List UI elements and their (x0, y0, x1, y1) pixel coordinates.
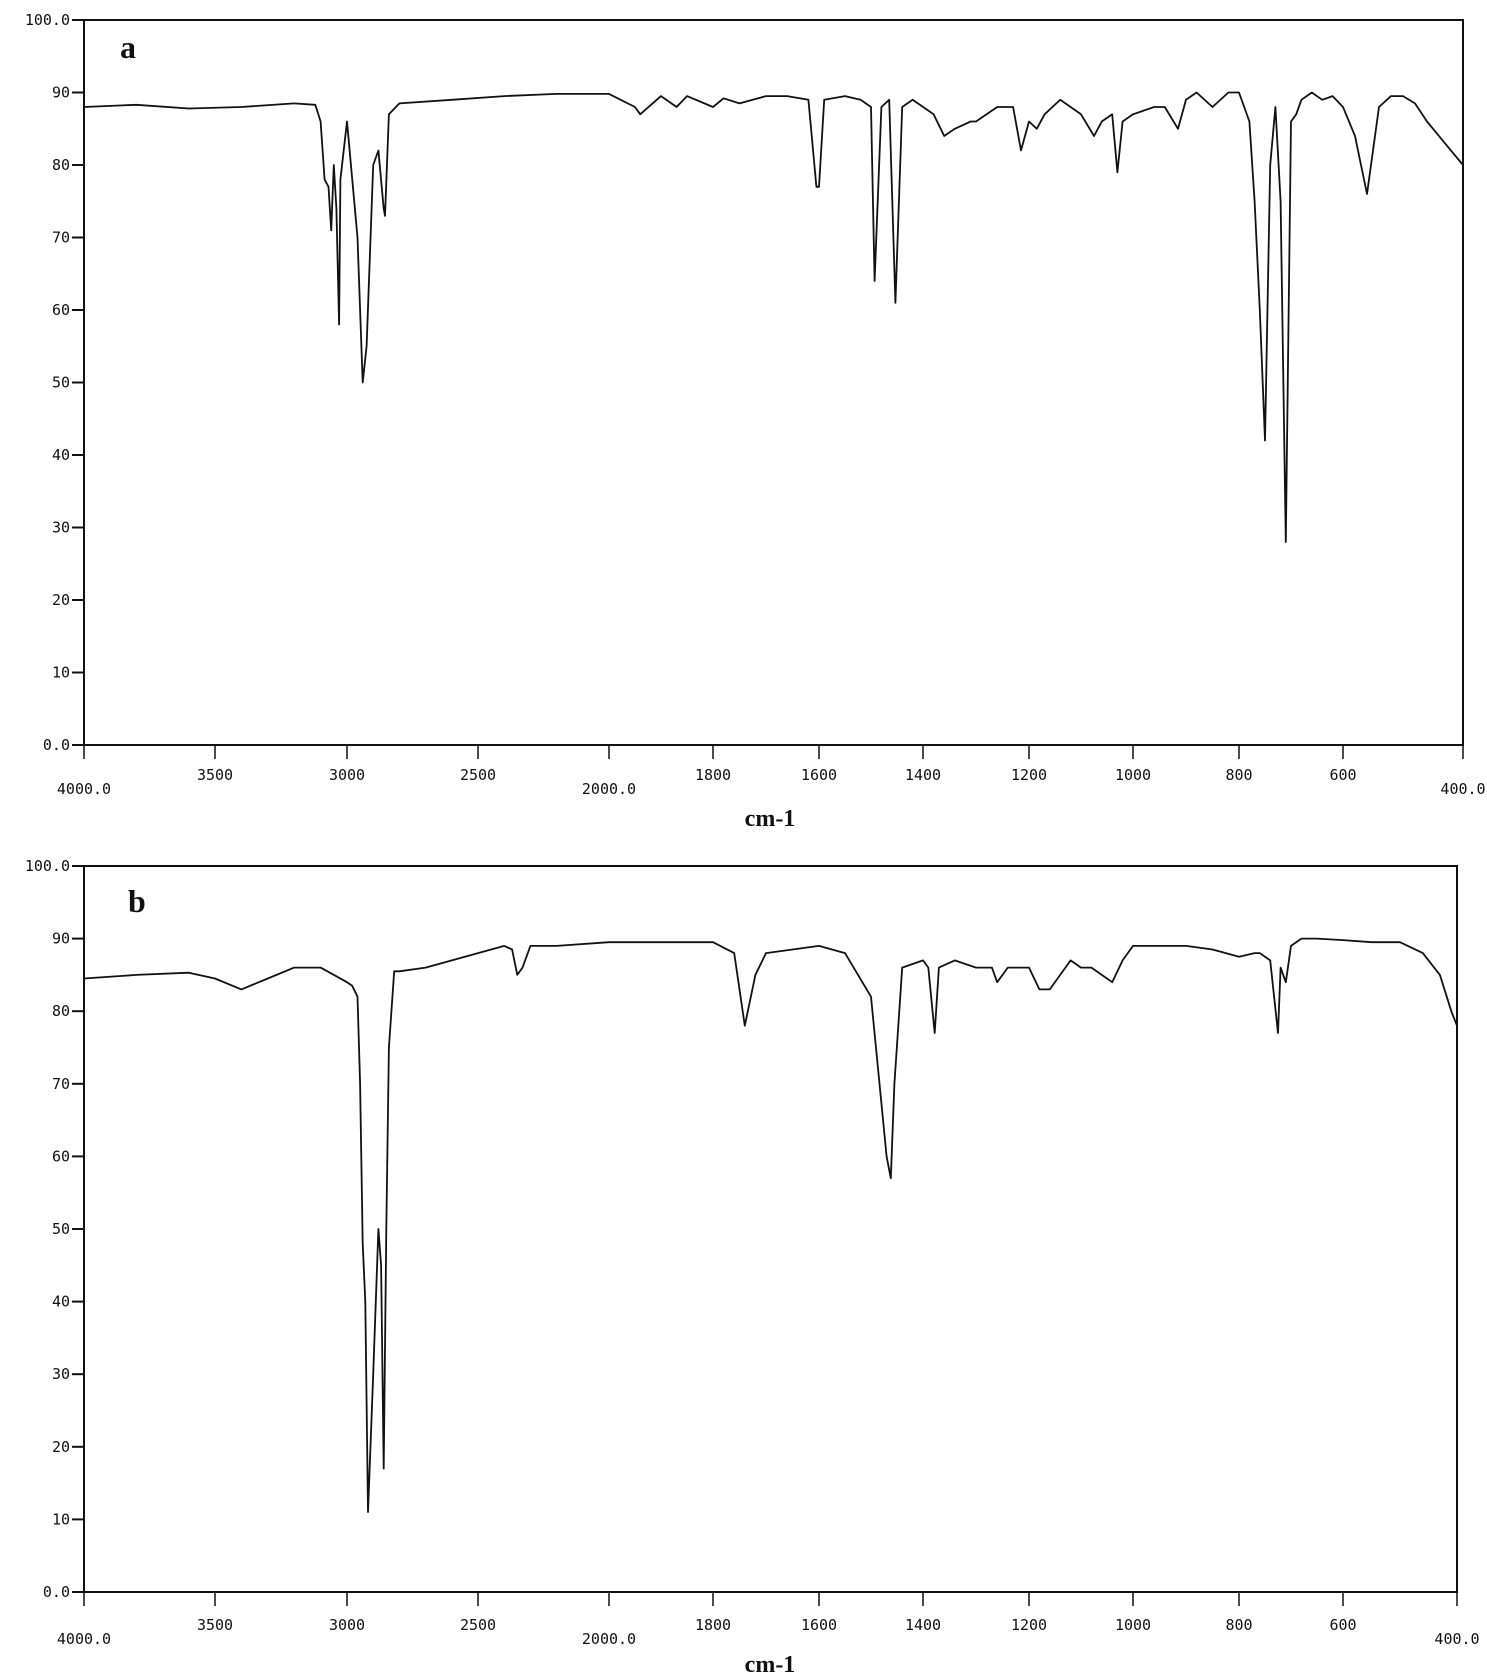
y-tick-label: 40 (52, 1293, 70, 1311)
y-tick-label: 100.0 (25, 857, 70, 875)
x-tick-label: 1400 (905, 766, 941, 784)
y-tick-label: 90 (52, 930, 70, 948)
y-tick-label: 70 (52, 1075, 70, 1093)
y-tick-label: 10 (52, 664, 70, 682)
y-tick-label: 50 (52, 1220, 70, 1238)
x-tick-label: 3500 (197, 1616, 233, 1634)
y-tick-label: 30 (52, 1365, 70, 1383)
x-tick-label: 2000.0 (582, 1630, 636, 1648)
x-tick-label: 400.0 (1440, 780, 1485, 798)
y-tick-label: 70 (52, 229, 70, 247)
x-tick-label: 1600 (801, 766, 837, 784)
y-tick-label: 20 (52, 1438, 70, 1456)
x-tick-label: 3000 (329, 1616, 365, 1634)
x-tick-label: 800 (1225, 1616, 1252, 1634)
spectrum-line (83, 91, 1464, 543)
y-tick-label: 40 (52, 446, 70, 464)
x-tick-label: 2500 (460, 766, 496, 784)
y-tick-label: 80 (52, 1002, 70, 1020)
y-tick-label: 0.0 (43, 736, 70, 754)
x-tick-label: 4000.0 (57, 780, 111, 798)
x-tick-label: 1200 (1011, 766, 1047, 784)
y-tick-label: 100.0 (25, 11, 70, 29)
y-tick-label: 90 (52, 84, 70, 102)
x-tick-label: 2500 (460, 1616, 496, 1634)
y-tick-label: 30 (52, 519, 70, 537)
x-tick-label: 600 (1329, 1616, 1356, 1634)
x-tick-label: 800 (1225, 766, 1252, 784)
x-tick-label: 1000 (1115, 1616, 1151, 1634)
x-tick-label: 1600 (801, 1616, 837, 1634)
y-tick-label: 80 (52, 156, 70, 174)
panel-label: a (120, 29, 136, 65)
plot-frame (83, 19, 1464, 746)
x-tick-label: 3000 (329, 766, 365, 784)
x-tick-label: 3500 (197, 766, 233, 784)
y-tick-label: 50 (52, 374, 70, 392)
x-tick-label: 1800 (695, 766, 731, 784)
x-axis-title: cm-1 (745, 1652, 796, 1678)
x-axis-title: cm-1 (745, 806, 796, 832)
y-tick-label: 60 (52, 1147, 70, 1165)
x-tick-label: 2000.0 (582, 780, 636, 798)
x-tick-label: 1200 (1011, 1616, 1047, 1634)
y-tick-label: 10 (52, 1510, 70, 1528)
y-tick-label: 20 (52, 591, 70, 609)
panel-label: b (128, 883, 146, 919)
spectrum-line (83, 937, 1458, 1513)
plot-frame (83, 865, 1458, 1593)
x-tick-label: 1000 (1115, 766, 1151, 784)
x-tick-label: 4000.0 (57, 1630, 111, 1648)
y-tick-label: 0.0 (43, 1583, 70, 1601)
y-tick-label: 60 (52, 301, 70, 319)
x-tick-label: 1800 (695, 1616, 731, 1634)
x-tick-label: 1400 (905, 1616, 941, 1634)
x-tick-label: 400.0 (1434, 1630, 1479, 1648)
x-tick-label: 600 (1329, 766, 1356, 784)
